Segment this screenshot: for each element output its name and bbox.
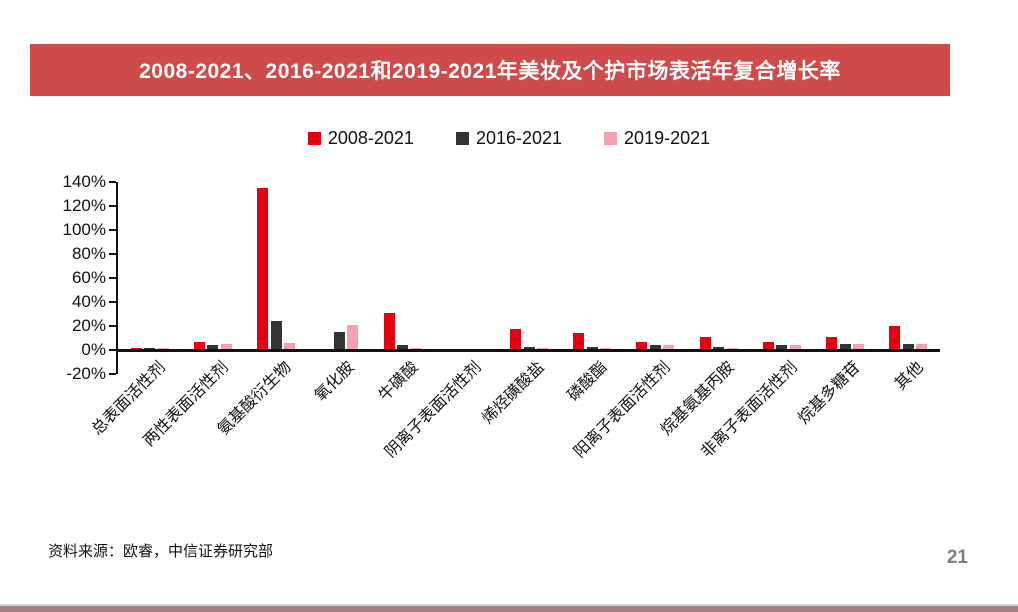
y-axis-tick-mark <box>109 325 116 327</box>
bar-2016-2021-烷基多糖苷 <box>840 344 851 349</box>
bar-2008-2021-磷酸酯 <box>573 333 584 349</box>
bar-2016-2021-两性表面活性剂 <box>207 345 218 349</box>
bar-2016-2021-氨基酸衍生物 <box>271 321 282 349</box>
source-text: 资料来源：欧睿，中信证券研究部 <box>48 543 274 560</box>
bar-2019-2021-两性表面活性剂 <box>221 344 232 349</box>
y-axis-tick-label: 120% <box>62 196 106 215</box>
bar-2016-2021-总表面活性剂 <box>144 348 155 349</box>
y-axis-tick-mark <box>109 301 116 303</box>
bar-2008-2021-烷基氨基丙胺 <box>700 337 711 349</box>
y-axis-tick-mark <box>109 229 116 231</box>
x-axis-baseline <box>116 349 940 352</box>
bar-2019-2021-牛磺酸 <box>411 348 422 349</box>
y-axis-tick-label: 80% <box>71 244 106 263</box>
legend-item-2019-2021: 2019-2021 <box>604 128 710 149</box>
page-title: 2008-2021、2016-2021和2019-2021年美妆及个护市场表活年… <box>139 60 841 83</box>
bottom-divider-light <box>0 604 1018 606</box>
bar-2016-2021-阳离子表面活性剂 <box>650 345 661 349</box>
legend-label: 2008-2021 <box>327 127 414 148</box>
title-banner: 2008-2021、2016-2021和2019-2021年美妆及个护市场表活年… <box>30 44 950 96</box>
y-axis-tick-label: -20% <box>66 364 106 383</box>
bottom-divider <box>0 606 1018 612</box>
bar-2008-2021-烷基多糖苷 <box>826 337 837 349</box>
y-axis-tick-label: 20% <box>71 316 106 335</box>
bar-2016-2021-非离子表面活性剂 <box>776 345 787 349</box>
legend-swatch-icon <box>307 131 321 145</box>
bar-2019-2021-烯烃磺酸盐 <box>537 348 548 349</box>
y-axis-tick-mark <box>109 373 116 375</box>
bar-2019-2021-阳离子表面活性剂 <box>663 345 674 349</box>
legend-swatch-icon <box>455 131 469 145</box>
legend-item-2008-2021: 2008-2021 <box>307 127 414 149</box>
legend-label: 2019-2021 <box>624 127 711 148</box>
y-axis-tick-mark <box>109 205 116 207</box>
bar-2016-2021-烯烃磺酸盐 <box>524 347 535 349</box>
y-axis-tick-label: 60% <box>71 268 106 287</box>
bar-2019-2021-氧化胺 <box>347 325 358 349</box>
chart-legend: 2008-2021 2016-2021 2019-2021 <box>0 124 1018 152</box>
y-axis-tick-mark <box>109 253 116 255</box>
bar-2008-2021-烯烃磺酸盐 <box>510 329 521 349</box>
y-axis-tick-mark <box>109 349 116 351</box>
legend-label: 2016-2021 <box>475 127 563 148</box>
bar-2016-2021-磷酸酯 <box>587 347 598 349</box>
page-number: 21 <box>946 547 968 568</box>
bar-2008-2021-两性表面活性剂 <box>194 342 205 349</box>
bar-2008-2021-非离子表面活性剂 <box>763 342 774 349</box>
legend-item-2016-2021: 2016-2021 <box>455 127 563 149</box>
bar-2019-2021-总表面活性剂 <box>158 348 169 349</box>
bar-2019-2021-其他 <box>916 344 927 349</box>
bar-2019-2021-烷基多糖苷 <box>853 344 864 349</box>
bar-2016-2021-氧化胺 <box>334 332 345 349</box>
bar-2019-2021-氨基酸衍生物 <box>284 343 295 349</box>
bar-2008-2021-总表面活性剂 <box>131 348 142 349</box>
bar-2008-2021-牛磺酸 <box>384 313 395 349</box>
y-axis-tick-label: 100% <box>62 220 106 239</box>
y-axis-tick-label: 140% <box>62 172 106 191</box>
y-axis-tick-mark <box>109 181 116 183</box>
bar-2019-2021-非离子表面活性剂 <box>790 345 801 349</box>
legend-swatch-icon <box>604 131 618 145</box>
y-axis-spine <box>116 182 118 374</box>
bar-2016-2021-牛磺酸 <box>397 345 408 349</box>
bar-2016-2021-烷基氨基丙胺 <box>713 347 724 349</box>
bar-2016-2021-其他 <box>903 344 914 349</box>
y-axis-tick-label: 0% <box>81 340 106 359</box>
y-axis-tick-mark <box>109 277 116 279</box>
y-axis-tick-label: 40% <box>71 292 106 311</box>
bar-2008-2021-其他 <box>889 326 900 349</box>
bar-2008-2021-阳离子表面活性剂 <box>636 342 647 349</box>
bar-2008-2021-氨基酸衍生物 <box>257 188 268 349</box>
bar-2019-2021-烷基氨基丙胺 <box>727 348 738 349</box>
bar-2019-2021-磷酸酯 <box>600 348 611 349</box>
